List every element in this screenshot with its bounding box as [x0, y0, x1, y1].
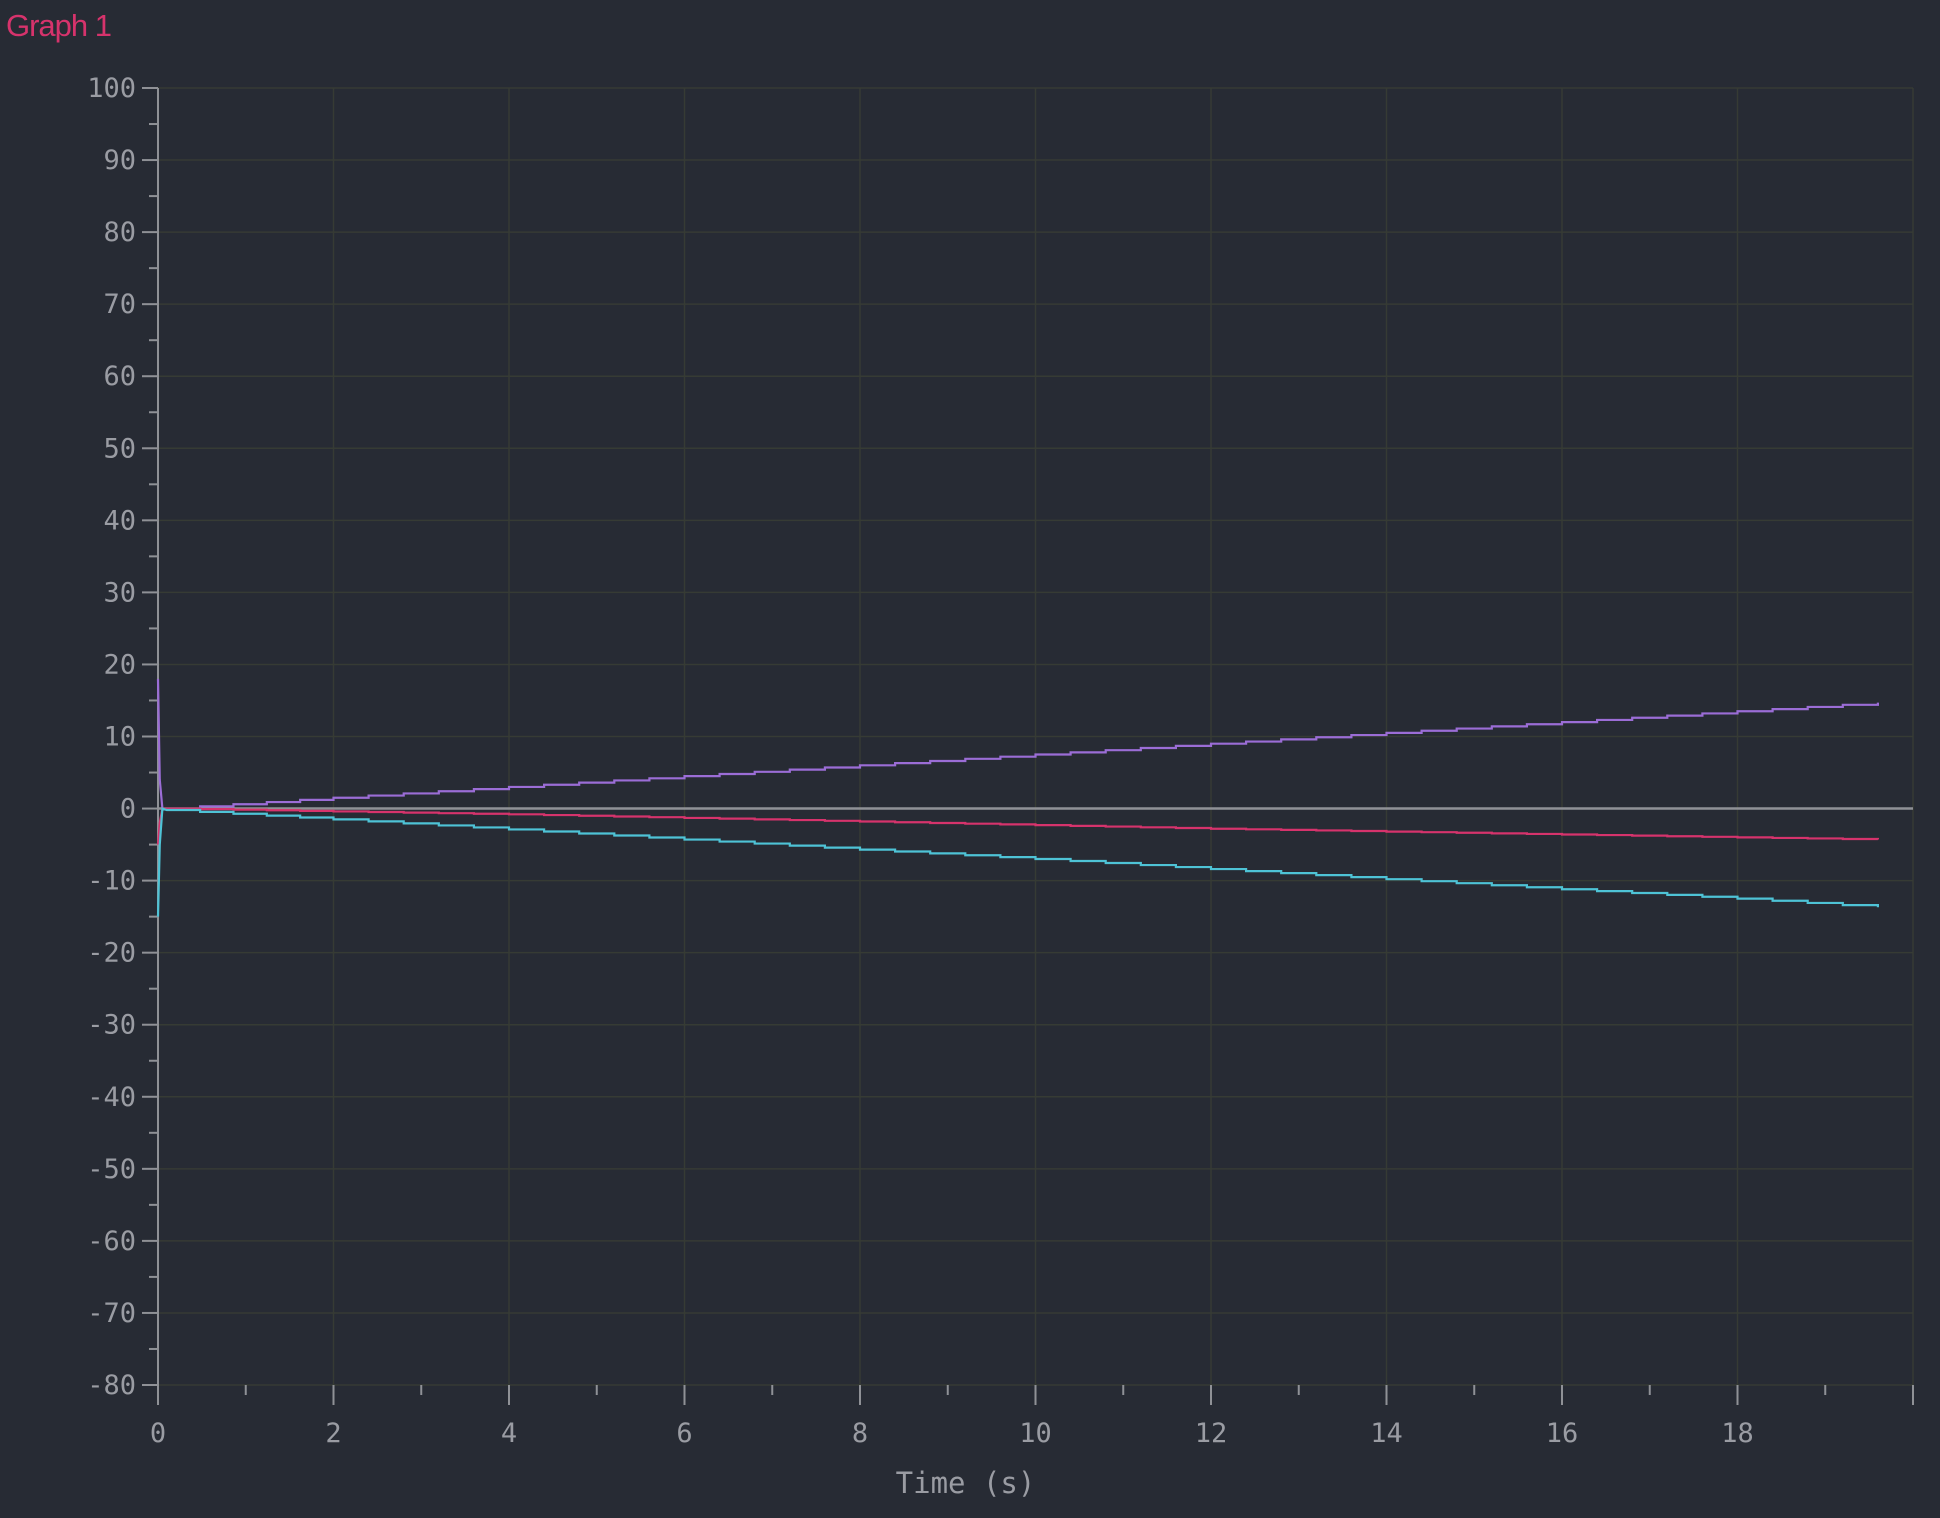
grid [158, 87, 1914, 1386]
y-tick-label: -10 [87, 866, 136, 897]
series-line-3 [156, 807, 1879, 917]
series-line-2 [156, 807, 1879, 845]
series-line-1 [156, 678, 1879, 810]
axes: 1009080706050403020100-10-20-30-40-50-60… [87, 73, 1914, 1449]
y-tick-label: -60 [87, 1226, 136, 1257]
y-tick-label: -50 [87, 1154, 136, 1185]
y-tick-label: 70 [103, 289, 136, 320]
x-tick-label: 0 [150, 1418, 166, 1449]
y-tick-label: -40 [87, 1082, 136, 1113]
y-tick-label: 40 [103, 505, 136, 536]
y-tick-label: 80 [103, 217, 136, 248]
y-tick-label: -80 [87, 1370, 136, 1401]
y-tick-label: 50 [103, 433, 136, 464]
y-tick-label: 60 [103, 361, 136, 392]
y-tick-label: -30 [87, 1010, 136, 1041]
chart-title: Graph 1 [6, 8, 112, 43]
y-tick-label: -70 [87, 1298, 136, 1329]
y-tick-label: -20 [87, 938, 136, 969]
y-tick-label: 20 [103, 649, 136, 680]
y-tick-label: 100 [87, 73, 136, 104]
y-tick-label: 30 [103, 577, 136, 608]
y-tick-label: 0 [120, 794, 136, 825]
y-tick-label: 10 [103, 722, 136, 753]
x-axis-title: Time (s) [896, 1466, 1036, 1500]
x-tick-label: 2 [325, 1418, 341, 1449]
x-tick-label: 6 [676, 1418, 692, 1449]
x-tick-label: 4 [501, 1418, 517, 1449]
x-tick-label: 18 [1721, 1418, 1754, 1449]
x-tick-label: 10 [1019, 1418, 1052, 1449]
x-tick-label: 16 [1546, 1418, 1579, 1449]
series-group [156, 678, 1879, 917]
y-tick-label: 90 [103, 145, 136, 176]
x-tick-label: 8 [852, 1418, 868, 1449]
x-tick-label: 14 [1370, 1418, 1403, 1449]
x-tick-label: 12 [1195, 1418, 1228, 1449]
